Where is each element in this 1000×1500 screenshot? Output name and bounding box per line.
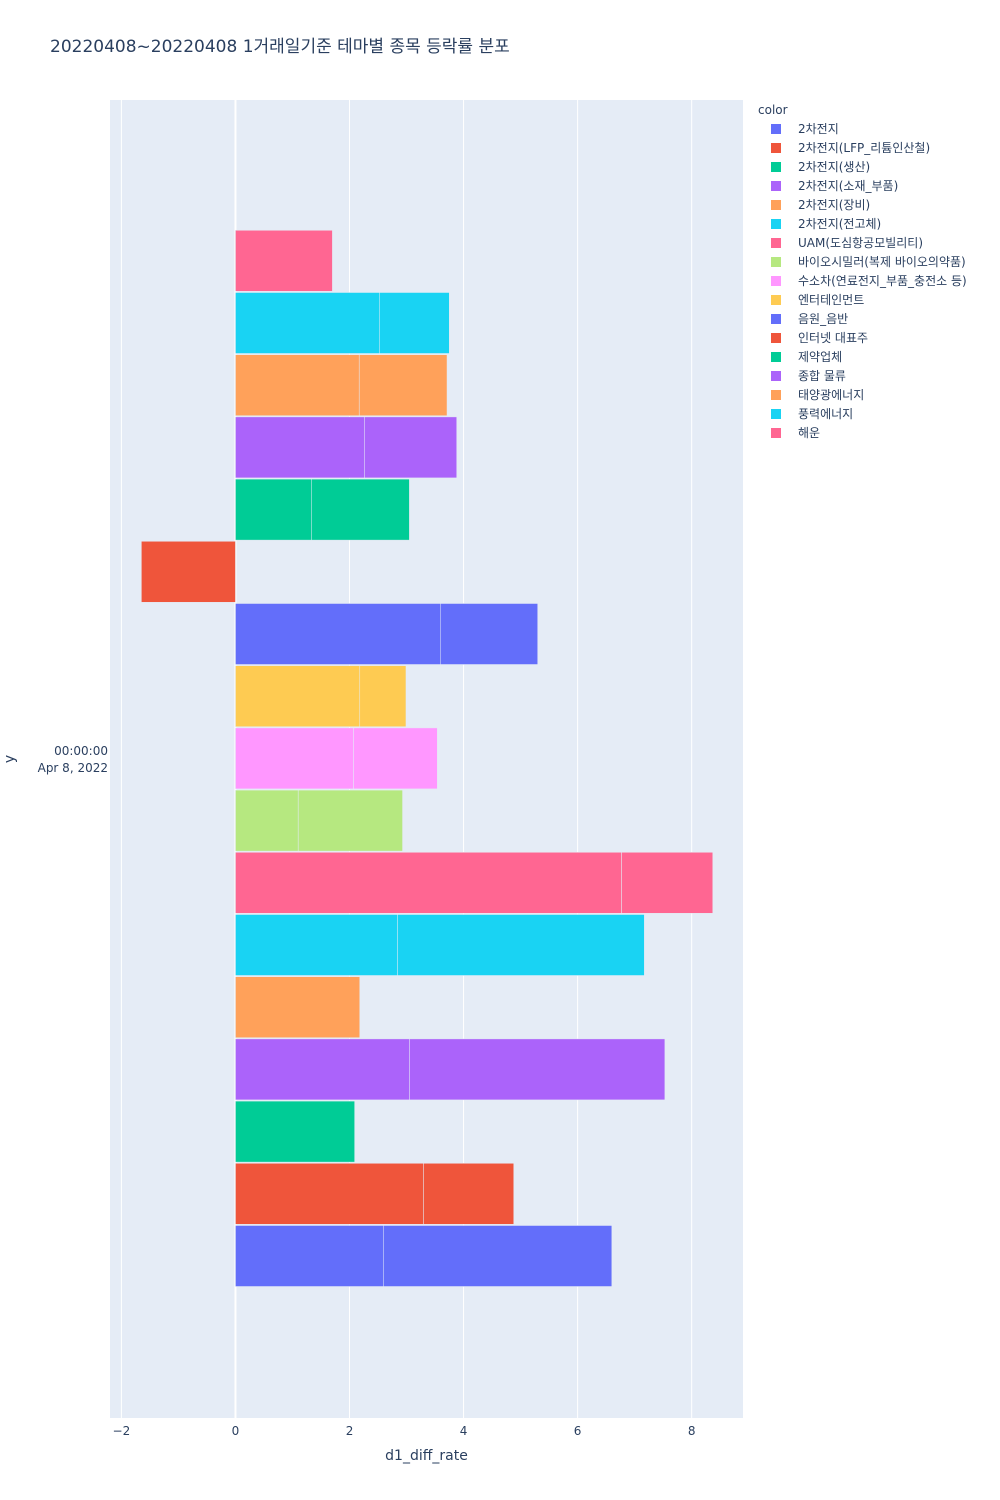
legend-label: 2차전지(LFP_리튬인산철) — [798, 141, 931, 155]
bar-segment[interactable] — [235, 603, 442, 665]
legend-swatch — [771, 123, 781, 134]
legend-swatch — [771, 256, 781, 267]
bar-segment[interactable] — [621, 852, 714, 914]
legend-swatch — [771, 332, 781, 343]
legend-label: 태양광에너지 — [798, 388, 865, 402]
bar-segment[interactable] — [235, 727, 354, 790]
x-tick-labels: −2 0 2 4 6 8 — [113, 1424, 696, 1438]
legend-item[interactable]: 2차전지(생산) — [758, 157, 967, 176]
bar-segment[interactable] — [235, 789, 299, 852]
bar-segment[interactable] — [235, 416, 365, 479]
legend-swatch — [771, 180, 781, 191]
legend-label: 바이오시밀러(복제 바이오의약품) — [798, 255, 966, 269]
bar-segment[interactable] — [359, 665, 407, 727]
legend-item[interactable]: 엔터테인먼트 — [758, 290, 967, 309]
legend-label: 제약업체 — [798, 350, 843, 364]
bar-segment[interactable] — [379, 292, 450, 354]
legend-item[interactable]: 태양광에너지 — [758, 385, 967, 404]
bar-segment[interactable] — [353, 727, 438, 790]
legend-item[interactable]: 2차전지(전고체) — [758, 214, 967, 233]
chart-title: 20220408~20220408 1거래일기준 테마별 종목 등락률 분포 — [50, 37, 510, 57]
legend-swatch — [771, 275, 781, 286]
bar-segment[interactable] — [409, 1038, 666, 1101]
legend-swatch — [771, 237, 781, 248]
legend-item[interactable]: 제약업체 — [758, 347, 967, 366]
bar-segment[interactable] — [235, 230, 333, 292]
legend-swatch — [771, 161, 781, 172]
x-tick-label: 4 — [460, 1424, 468, 1438]
bar-segment[interactable] — [440, 603, 538, 665]
legend: color 2차전지 2차전지(LFP_리튬인산철) 2차전지(생산) 2차전지(소재… — [758, 103, 967, 442]
bar-segment[interactable] — [235, 1100, 355, 1163]
legend-item[interactable]: 수소차(연료전지_부품_충전소 등) — [758, 271, 967, 290]
legend-swatch — [771, 218, 781, 229]
x-axis-title: d1_diff_rate — [385, 1448, 468, 1464]
legend-item[interactable]: 2차전지(장비) — [758, 195, 967, 214]
bar-segment[interactable] — [397, 914, 645, 976]
bar-segment[interactable] — [364, 416, 457, 479]
legend-label: 2차전지(생산) — [798, 160, 871, 174]
bar-segment[interactable] — [235, 292, 380, 354]
bar-segment[interactable] — [235, 976, 361, 1038]
legend-label: 엔터테인먼트 — [798, 293, 865, 307]
bar-segment[interactable] — [383, 1225, 613, 1287]
legend-label: 2차전지(장비) — [798, 198, 871, 212]
bar-segment[interactable] — [235, 478, 312, 541]
bar-segment[interactable] — [141, 541, 236, 603]
legend-label: 풍력에너지 — [798, 407, 854, 421]
legend-title: color — [758, 103, 788, 117]
x-tick-label: 2 — [346, 1424, 354, 1438]
bar-segment[interactable] — [423, 1163, 515, 1225]
legend-swatch — [771, 313, 781, 324]
legend-label: 2차전지(전고체) — [798, 217, 882, 231]
legend-swatch — [771, 389, 781, 400]
legend-item[interactable]: 바이오시밀러(복제 바이오의약품) — [758, 252, 967, 271]
legend-item[interactable]: 풍력에너지 — [758, 404, 967, 423]
x-tick-label: −2 — [113, 1424, 131, 1438]
legend-swatch — [771, 408, 781, 419]
legend-label: 음원_음반 — [798, 312, 849, 326]
bar-segment[interactable] — [235, 665, 361, 727]
legend-item[interactable]: 인터넷 대표주 — [758, 328, 967, 347]
legend-label: 2차전지 — [798, 122, 839, 136]
legend-label: UAM(도심항공모빌리티) — [798, 236, 924, 250]
legend-label: 종합 물류 — [798, 369, 846, 383]
legend-swatch — [771, 351, 781, 362]
legend-item[interactable]: 2차전지(LFP_리튬인산철) — [758, 138, 967, 157]
legend-swatch — [771, 142, 781, 153]
legend-item[interactable]: 2차전지(소재_부품) — [758, 176, 967, 195]
legend-label: 수소차(연료전지_부품_충전소 등) — [798, 274, 967, 288]
y-tick-time: 00:00:00 — [54, 744, 108, 758]
legend-item[interactable]: UAM(도심항공모빌리티) — [758, 233, 967, 252]
y-tick-date: Apr 8, 2022 — [38, 761, 108, 775]
bar-segment[interactable] — [297, 789, 403, 852]
y-axis-title: y — [2, 755, 18, 763]
bar-segment[interactable] — [235, 852, 622, 914]
x-tick-label: 8 — [688, 1424, 696, 1438]
legend-item[interactable]: 음원_음반 — [758, 309, 967, 328]
legend-item[interactable]: 해운 — [758, 423, 967, 442]
legend-label: 해운 — [798, 426, 821, 440]
bar-segment[interactable] — [235, 1225, 384, 1287]
x-tick-label: 0 — [232, 1424, 240, 1438]
bar-segment[interactable] — [311, 478, 410, 541]
bar-segment[interactable] — [235, 354, 360, 416]
legend-item[interactable]: 종합 물류 — [758, 366, 967, 385]
legend-item[interactable]: 2차전지 — [758, 119, 967, 138]
bars[interactable] — [141, 230, 714, 1287]
legend-label: 2차전지(소재_부품) — [798, 179, 899, 193]
bar-segment[interactable] — [358, 354, 448, 416]
bar-segment[interactable] — [235, 1163, 424, 1225]
x-tick-label: 6 — [574, 1424, 582, 1438]
legend-swatch — [771, 370, 781, 381]
legend-label: 인터넷 대표주 — [798, 331, 869, 345]
legend-swatch — [771, 294, 781, 305]
bar-segment[interactable] — [235, 1038, 410, 1101]
bar-segment[interactable] — [235, 914, 398, 976]
legend-swatch — [771, 199, 781, 210]
legend-swatch — [771, 427, 781, 438]
